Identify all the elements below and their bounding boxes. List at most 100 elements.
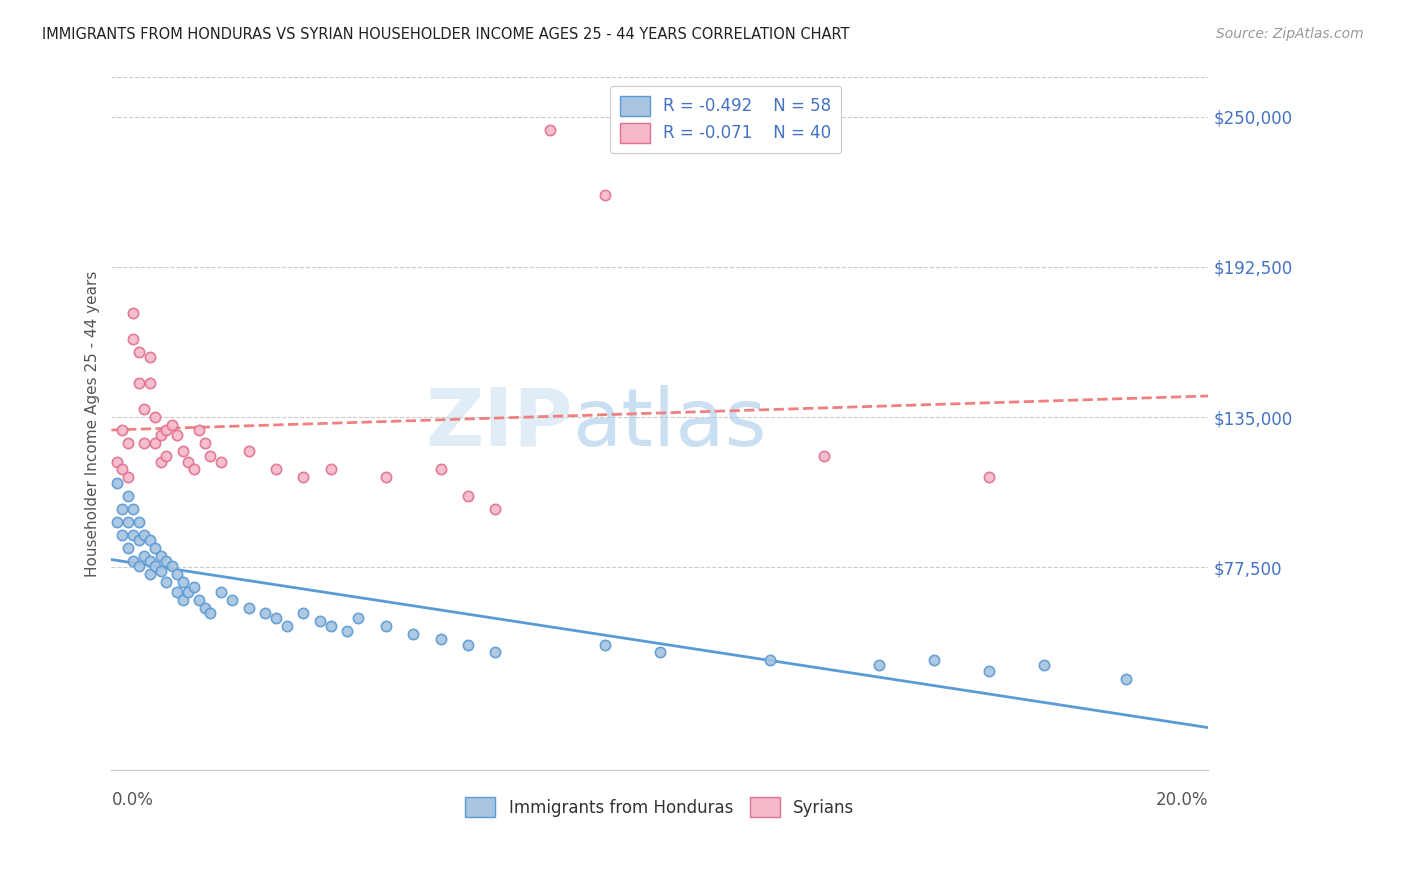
Point <box>149 565 172 579</box>
Point <box>758 653 780 667</box>
Point <box>117 515 139 529</box>
Point <box>117 436 139 450</box>
Point <box>977 470 1000 484</box>
Point <box>117 541 139 555</box>
Point <box>319 619 342 633</box>
Text: 20.0%: 20.0% <box>1156 790 1209 809</box>
Point <box>143 436 166 450</box>
Point <box>402 627 425 641</box>
Point <box>143 559 166 574</box>
Point <box>122 528 145 542</box>
Point <box>134 402 156 417</box>
Point <box>166 585 188 599</box>
Point <box>429 632 451 647</box>
Point <box>111 423 134 437</box>
Point <box>374 619 396 633</box>
Y-axis label: Householder Income Ages 25 - 44 years: Householder Income Ages 25 - 44 years <box>86 270 100 577</box>
Point <box>143 410 166 425</box>
Point <box>457 489 479 503</box>
Point <box>922 653 945 667</box>
Point <box>194 436 217 450</box>
Point <box>128 559 150 574</box>
Point <box>188 423 211 437</box>
Point <box>166 428 188 442</box>
Point <box>166 566 188 581</box>
Point <box>149 549 172 563</box>
Point <box>122 501 145 516</box>
Point <box>593 638 616 652</box>
Point <box>149 455 172 469</box>
Point <box>374 470 396 484</box>
Point <box>276 619 298 633</box>
Point <box>813 450 835 464</box>
Point <box>292 606 315 620</box>
Point <box>143 541 166 555</box>
Point <box>977 664 1000 678</box>
Point <box>111 462 134 476</box>
Point <box>319 462 342 476</box>
Point <box>139 533 162 547</box>
Point <box>134 528 156 542</box>
Point <box>183 580 205 594</box>
Point <box>209 455 232 469</box>
Point <box>117 489 139 503</box>
Point <box>194 601 217 615</box>
Point <box>128 344 150 359</box>
Point <box>122 306 145 320</box>
Point <box>292 470 315 484</box>
Point <box>1032 658 1054 673</box>
Point <box>139 376 162 391</box>
Point <box>111 528 134 542</box>
Point <box>128 376 150 391</box>
Point <box>648 645 671 659</box>
Legend: Immigrants from Honduras, Syrians: Immigrants from Honduras, Syrians <box>458 790 860 824</box>
Point <box>183 462 205 476</box>
Point <box>105 475 128 490</box>
Point <box>188 593 211 607</box>
Point <box>172 574 194 589</box>
Point <box>149 428 172 442</box>
Point <box>429 462 451 476</box>
Point <box>128 533 150 547</box>
Point <box>177 585 200 599</box>
Text: Source: ZipAtlas.com: Source: ZipAtlas.com <box>1216 27 1364 41</box>
Text: IMMIGRANTS FROM HONDURAS VS SYRIAN HOUSEHOLDER INCOME AGES 25 - 44 YEARS CORRELA: IMMIGRANTS FROM HONDURAS VS SYRIAN HOUSE… <box>42 27 849 42</box>
Point <box>457 638 479 652</box>
Point <box>308 614 330 628</box>
Point <box>111 501 134 516</box>
Point <box>347 611 370 625</box>
Point <box>117 470 139 484</box>
Point <box>253 606 276 620</box>
Point <box>177 455 200 469</box>
Point <box>484 501 506 516</box>
Point <box>593 188 616 202</box>
Point <box>105 455 128 469</box>
Point <box>134 436 156 450</box>
Point <box>264 462 287 476</box>
Point <box>155 554 177 568</box>
Point <box>139 554 162 568</box>
Point <box>264 611 287 625</box>
Point <box>139 350 162 364</box>
Point <box>128 515 150 529</box>
Point <box>134 549 156 563</box>
Point <box>538 122 561 136</box>
Point <box>198 606 221 620</box>
Point <box>122 554 145 568</box>
Point <box>155 423 177 437</box>
Point <box>221 593 243 607</box>
Point <box>172 444 194 458</box>
Point <box>160 559 183 574</box>
Point <box>155 574 177 589</box>
Point <box>209 585 232 599</box>
Point <box>1115 672 1137 686</box>
Point <box>336 624 359 639</box>
Point <box>484 645 506 659</box>
Point <box>172 593 194 607</box>
Point <box>868 658 890 673</box>
Text: 0.0%: 0.0% <box>111 790 153 809</box>
Point <box>155 450 177 464</box>
Point <box>238 444 260 458</box>
Point <box>139 566 162 581</box>
Text: ZIP: ZIP <box>425 384 572 463</box>
